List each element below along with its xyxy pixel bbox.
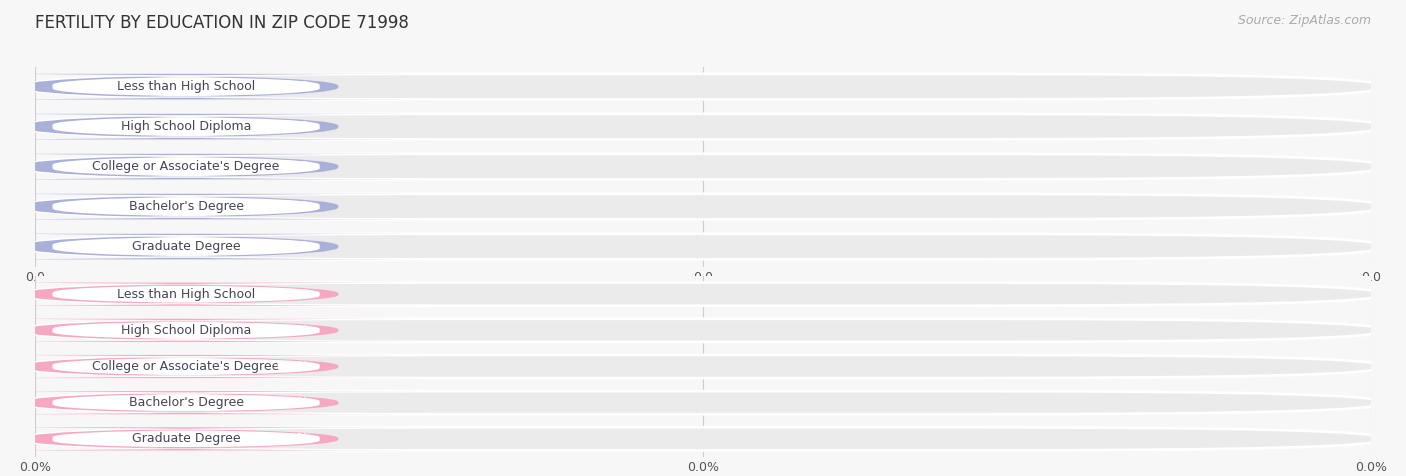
Text: 0.0: 0.0 <box>288 120 309 133</box>
FancyBboxPatch shape <box>25 236 346 257</box>
FancyBboxPatch shape <box>0 234 425 259</box>
Text: 0.0: 0.0 <box>288 240 309 253</box>
Text: 0.0%: 0.0% <box>277 324 309 337</box>
FancyBboxPatch shape <box>24 114 1382 139</box>
FancyBboxPatch shape <box>0 114 425 139</box>
Text: 0.0%: 0.0% <box>277 288 309 301</box>
FancyBboxPatch shape <box>24 74 1382 99</box>
Text: Less than High School: Less than High School <box>117 80 256 93</box>
Text: Less than High School: Less than High School <box>117 288 256 301</box>
FancyBboxPatch shape <box>0 427 425 450</box>
FancyBboxPatch shape <box>25 156 346 177</box>
FancyBboxPatch shape <box>24 283 1382 306</box>
Text: Graduate Degree: Graduate Degree <box>132 240 240 253</box>
FancyBboxPatch shape <box>25 285 346 304</box>
Text: 0.0%: 0.0% <box>277 360 309 373</box>
Text: 0.0: 0.0 <box>288 200 309 213</box>
FancyBboxPatch shape <box>0 391 425 414</box>
Text: FERTILITY BY EDUCATION IN ZIP CODE 71998: FERTILITY BY EDUCATION IN ZIP CODE 71998 <box>35 14 409 32</box>
FancyBboxPatch shape <box>0 194 425 219</box>
FancyBboxPatch shape <box>25 357 346 376</box>
FancyBboxPatch shape <box>0 154 425 179</box>
FancyBboxPatch shape <box>25 116 346 137</box>
FancyBboxPatch shape <box>0 283 425 306</box>
Text: College or Associate's Degree: College or Associate's Degree <box>93 360 280 373</box>
FancyBboxPatch shape <box>24 319 1382 342</box>
FancyBboxPatch shape <box>0 74 425 99</box>
FancyBboxPatch shape <box>25 76 346 97</box>
Text: 0.0: 0.0 <box>288 160 309 173</box>
FancyBboxPatch shape <box>25 196 346 217</box>
FancyBboxPatch shape <box>24 427 1382 450</box>
FancyBboxPatch shape <box>24 391 1382 414</box>
Text: College or Associate's Degree: College or Associate's Degree <box>93 160 280 173</box>
Text: 0.0%: 0.0% <box>277 432 309 446</box>
FancyBboxPatch shape <box>0 355 425 378</box>
Text: 0.0%: 0.0% <box>277 396 309 409</box>
FancyBboxPatch shape <box>24 355 1382 378</box>
Text: Bachelor's Degree: Bachelor's Degree <box>128 396 243 409</box>
Text: Graduate Degree: Graduate Degree <box>132 432 240 446</box>
FancyBboxPatch shape <box>24 234 1382 259</box>
FancyBboxPatch shape <box>24 194 1382 219</box>
Text: Source: ZipAtlas.com: Source: ZipAtlas.com <box>1237 14 1371 27</box>
Text: High School Diploma: High School Diploma <box>121 120 252 133</box>
FancyBboxPatch shape <box>0 319 425 342</box>
FancyBboxPatch shape <box>24 154 1382 179</box>
Text: Bachelor's Degree: Bachelor's Degree <box>128 200 243 213</box>
FancyBboxPatch shape <box>25 429 346 448</box>
Text: 0.0: 0.0 <box>288 80 309 93</box>
Text: High School Diploma: High School Diploma <box>121 324 252 337</box>
FancyBboxPatch shape <box>25 393 346 412</box>
FancyBboxPatch shape <box>25 321 346 340</box>
